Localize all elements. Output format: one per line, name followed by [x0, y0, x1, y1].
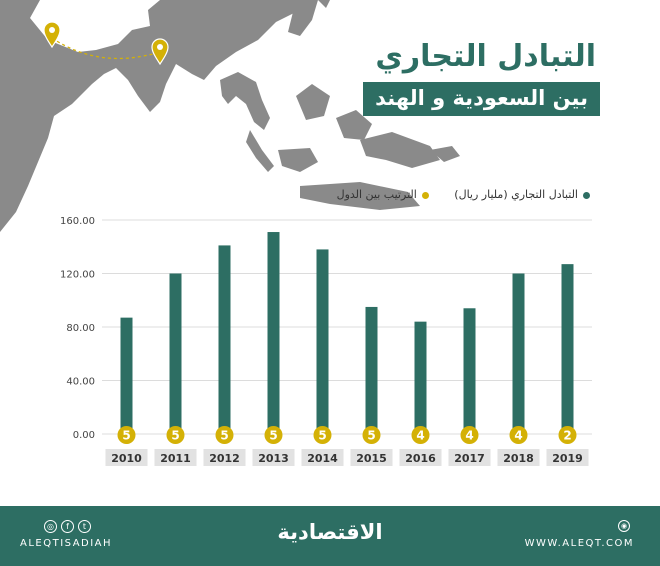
chart-legend: التبادل التجاري (مليار ريال) الترتيب بين…	[315, 188, 590, 201]
bar	[267, 232, 280, 434]
chart-subtitle: بين السعودية و الهند	[363, 82, 600, 116]
x-tick-bg	[105, 449, 148, 466]
footer-social: ◎ f t ALEQTISADIAH	[20, 520, 112, 549]
x-tick-bg	[301, 449, 344, 466]
social-handle[interactable]: ALEQTISADIAH	[20, 538, 113, 549]
x-tick-label: 2019	[552, 452, 583, 465]
rank-label: 5	[171, 429, 179, 443]
legend-item-trade: التبادل التجاري (مليار ريال)	[451, 188, 590, 201]
globe-icon: ◉	[618, 520, 630, 532]
rank-marker	[411, 426, 430, 444]
title-block: التبادل التجاري بين السعودية و الهند	[363, 38, 600, 116]
twitter-icon[interactable]: t	[78, 520, 91, 533]
bar-chart: 0.00 40.00 80.00 120.00 160.00 5 2010 5 2011 5 201…	[60, 216, 592, 466]
rank-label: 4	[465, 429, 473, 443]
x-tick-bg	[546, 449, 589, 466]
brand-logo: الاقتصادية	[277, 520, 383, 544]
x-tick-bg	[252, 449, 295, 466]
x-tick-label: 2016	[405, 452, 436, 465]
rank-marker	[313, 426, 332, 444]
footer: ◎ f t ALEQTISADIAH الاقتصادية ◉ WWW.ALEQ…	[0, 506, 660, 566]
rank-label: 4	[514, 429, 522, 443]
x-tick-bg	[154, 449, 197, 466]
legend-dot-rank	[421, 191, 429, 199]
legend-label-trade: التبادل التجاري (مليار ريال)	[454, 188, 578, 201]
rank-label: 4	[416, 429, 424, 443]
rank-label: 5	[318, 429, 326, 443]
rank-label: 5	[122, 429, 130, 443]
x-tick-bg	[497, 449, 540, 466]
x-tick-label: 2013	[258, 452, 289, 465]
website-link[interactable]: WWW.ALEQT.COM	[524, 538, 634, 549]
x-tick-label: 2018	[503, 452, 534, 465]
location-pin-icon	[43, 21, 61, 49]
bar	[316, 249, 329, 434]
rank-marker	[117, 426, 136, 444]
legend-label-rank: الترتيب بين الدول	[336, 188, 417, 201]
rank-label: 5	[220, 429, 228, 443]
x-tick-bg	[350, 449, 393, 466]
x-tick-label: 2014	[307, 452, 338, 465]
rank-marker	[215, 426, 234, 444]
rank-label: 2	[563, 429, 571, 443]
rank-marker	[460, 426, 479, 444]
y-tick-label: 120.00	[60, 270, 95, 281]
bar	[463, 308, 476, 434]
y-tick-label: 0.00	[73, 430, 95, 441]
bar	[365, 306, 378, 434]
instagram-icon[interactable]: ◎	[44, 520, 57, 533]
legend-dot-trade	[583, 191, 590, 199]
x-tick-bg	[203, 449, 246, 466]
rank-marker	[264, 426, 283, 444]
rank-marker	[558, 426, 577, 444]
rank-marker	[166, 426, 185, 444]
footer-website: ◉ WWW.ALEQT.COM	[525, 520, 634, 549]
facebook-icon[interactable]: f	[61, 520, 74, 533]
x-tick-label: 2011	[160, 452, 191, 465]
rank-label: 5	[367, 429, 375, 443]
rank-marker	[509, 426, 528, 444]
x-tick-bg	[448, 449, 491, 466]
bar	[561, 264, 574, 434]
rank-label: 5	[269, 429, 277, 443]
y-tick-label: 40.00	[66, 377, 95, 388]
bar	[120, 317, 133, 434]
bar	[169, 273, 182, 434]
chart-title: التبادل التجاري	[375, 39, 596, 74]
x-tick-label: 2015	[356, 452, 387, 465]
y-tick-label: 80.00	[66, 323, 95, 334]
bar	[414, 321, 427, 434]
location-pin-icon	[151, 38, 169, 66]
x-tick-label: 2010	[111, 452, 142, 465]
rank-marker	[362, 426, 381, 444]
y-tick-label: 160.00	[60, 216, 95, 227]
x-tick-bg	[399, 449, 442, 466]
x-tick-label: 2012	[209, 452, 240, 465]
bar	[218, 245, 231, 434]
x-tick-label: 2017	[454, 452, 485, 465]
bar	[512, 273, 525, 434]
legend-item-rank: الترتيب بين الدول	[337, 188, 429, 201]
background-map	[0, 0, 460, 232]
